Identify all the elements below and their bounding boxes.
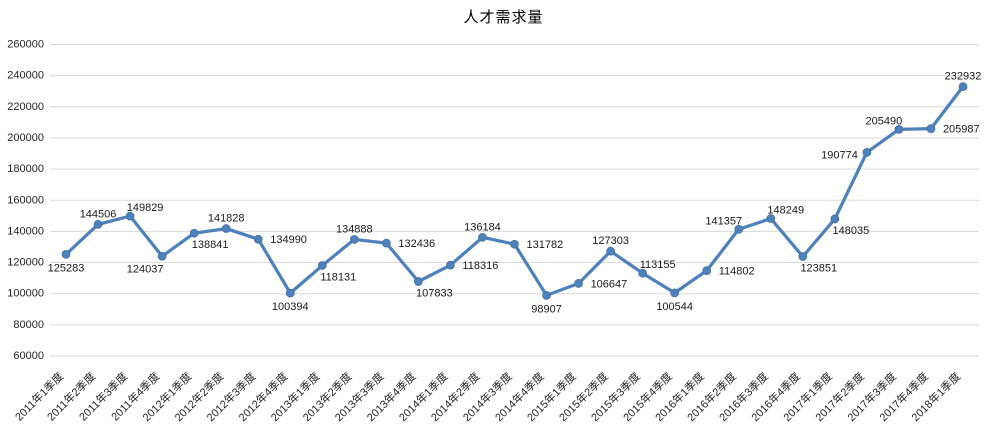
data-label: 205987 [943, 124, 980, 136]
data-label: 107833 [416, 288, 453, 300]
data-label: 106647 [591, 278, 628, 290]
data-label: 134990 [270, 234, 307, 246]
data-point [702, 266, 712, 276]
data-label: 148035 [832, 225, 869, 237]
data-label: 141357 [705, 215, 742, 227]
data-point [926, 124, 936, 134]
data-point [862, 147, 872, 157]
data-point [798, 252, 808, 261]
data-point [414, 277, 423, 286]
data-point [221, 224, 231, 233]
data-label: 134888 [336, 223, 373, 235]
y-axis-tick-label: 140000 [7, 225, 44, 237]
data-point [61, 249, 71, 259]
data-point [958, 82, 968, 92]
data-point [510, 239, 519, 249]
data-point [125, 211, 135, 221]
data-label: 148249 [767, 205, 804, 217]
data-label: 114802 [719, 266, 755, 278]
data-label: 118316 [462, 260, 498, 272]
y-axis-tick-label: 100000 [7, 288, 44, 300]
data-label: 132436 [398, 238, 435, 250]
data-point [253, 234, 263, 244]
data-point [478, 232, 487, 242]
data-point [189, 228, 199, 238]
data-label: 98907 [531, 303, 562, 315]
data-label: 100544 [656, 301, 693, 313]
data-point [157, 251, 167, 261]
y-axis-tick-label: 160000 [7, 194, 44, 206]
data-label: 141828 [208, 213, 245, 225]
data-label: 125283 [48, 262, 85, 274]
y-axis-tick-label: 200000 [7, 132, 44, 144]
data-point [670, 288, 680, 298]
data-point [606, 246, 615, 256]
chart-title: 人才需求量 [463, 9, 544, 26]
data-point [894, 125, 904, 134]
data-point [542, 291, 551, 300]
data-point [93, 220, 103, 229]
data-label: 100394 [272, 301, 309, 313]
data-point [317, 261, 327, 270]
y-axis-tick-label: 120000 [7, 257, 44, 269]
data-label: 127303 [592, 235, 629, 247]
y-axis-tick-label: 60000 [13, 350, 44, 362]
data-label: 113155 [640, 259, 676, 271]
data-point [638, 268, 648, 278]
data-label: 131782 [527, 239, 564, 251]
data-label: 136184 [464, 221, 501, 233]
data-point [766, 214, 776, 223]
data-point [285, 288, 295, 298]
data-point [734, 224, 744, 234]
data-point [830, 214, 840, 224]
y-axis-tick-label: 180000 [7, 163, 44, 175]
data-label: 190774 [821, 149, 858, 161]
y-axis-tick-label: 220000 [7, 101, 44, 113]
data-label: 118131 [320, 271, 356, 283]
y-axis-tick-label: 80000 [13, 319, 44, 331]
data-label: 124037 [127, 263, 164, 275]
data-label: 144506 [80, 208, 117, 220]
data-label: 138841 [192, 239, 229, 251]
data-point [381, 238, 391, 248]
data-label: 149829 [127, 202, 164, 214]
y-axis-tick-label: 260000 [7, 39, 44, 51]
data-label: 205490 [866, 115, 903, 127]
y-axis-tick-label: 240000 [7, 70, 44, 82]
data-point [574, 278, 583, 288]
data-label: 123851 [800, 263, 837, 275]
data-point [349, 234, 359, 244]
data-label: 232932 [945, 71, 982, 83]
data-point [446, 260, 455, 270]
